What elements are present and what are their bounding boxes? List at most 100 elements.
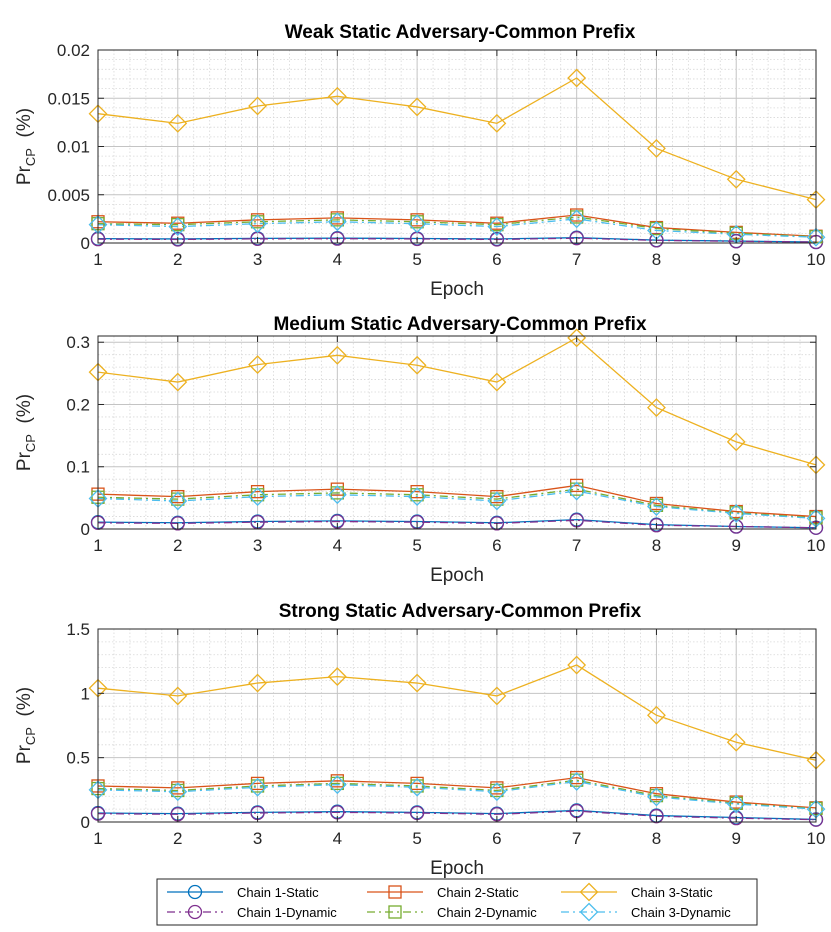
- data-point: [647, 787, 666, 807]
- data-point: [168, 686, 188, 706]
- legend-label: Chain 1-Dynamic: [237, 905, 337, 920]
- x-tick-label: 2: [173, 250, 182, 269]
- series-chain-2-static: [97, 776, 817, 809]
- data-point: [487, 686, 507, 706]
- data-point: [168, 372, 188, 392]
- y-tick-label: 0.1: [66, 458, 90, 477]
- x-tick-label: 8: [652, 250, 661, 269]
- data-point: [729, 506, 743, 520]
- data-point: [726, 432, 746, 452]
- series-chain-2-dynamic: [97, 779, 817, 810]
- x-tick-label: 6: [492, 536, 501, 555]
- data-point: [570, 773, 584, 787]
- chart-panel-3: 1 2 3 4 5 6 7 8 9 10 0 0.5 1 1.5 Strong Static Adversa…: [14, 601, 825, 879]
- series-line: [97, 337, 817, 466]
- data-point: [726, 732, 746, 752]
- data-point: [729, 234, 744, 249]
- series-line: [97, 776, 817, 809]
- series-chain-3-static: [97, 337, 817, 466]
- data-point: [248, 777, 267, 797]
- y-axis-label: PrCP (%): [14, 108, 38, 185]
- y-tick-label: 1.5: [66, 620, 90, 639]
- series-chain-3-dynamic: [97, 780, 817, 810]
- data-point: [806, 227, 826, 247]
- y-tick-label: 0: [81, 813, 90, 832]
- y-tick-label: 0.02: [57, 41, 90, 60]
- data-point: [410, 779, 424, 793]
- data-point: [327, 212, 347, 232]
- x-tick-label: 9: [731, 829, 740, 848]
- series-chain-3-dynamic: [97, 218, 817, 238]
- data-point: [647, 398, 666, 418]
- legend-box: [156, 878, 758, 926]
- data-point: [327, 667, 347, 687]
- data-point: [407, 673, 427, 693]
- data-point: [567, 655, 587, 675]
- data-point: [327, 775, 347, 795]
- data-point: [168, 113, 188, 133]
- legend-marker: [388, 905, 402, 919]
- series-line: [97, 216, 817, 238]
- data-point: [168, 491, 188, 511]
- series-line: [97, 237, 817, 243]
- legend-label: Chain 2-Static: [437, 885, 519, 900]
- legend-marker: [187, 904, 203, 920]
- data-point: [407, 777, 427, 797]
- data-point: [407, 355, 427, 375]
- x-axis-label: Epoch: [430, 565, 484, 586]
- series-line: [97, 780, 817, 810]
- x-tick-label: 9: [731, 536, 740, 555]
- legend-entry-chain-2-static: Chain 2-Static: [367, 885, 519, 900]
- data-point: [647, 139, 666, 158]
- series-line: [97, 218, 817, 238]
- y-tick-label: 0.3: [66, 333, 90, 352]
- data-point: [729, 519, 744, 534]
- x-tick-label: 5: [412, 536, 421, 555]
- x-tick-label: 4: [333, 250, 342, 269]
- x-tick-label: 5: [412, 250, 421, 269]
- x-tick-label: 1: [93, 829, 102, 848]
- legend-label: Chain 1-Static: [237, 885, 319, 900]
- legend-entry-chain-3-static: Chain 3-Static: [561, 882, 713, 902]
- chart-panel-2: 1 2 3 4 5 6 7 8 9 10 0 0.1 0.2 0.3 Medium Static Adver…: [14, 314, 825, 586]
- x-tick-label: 10: [807, 250, 826, 269]
- legend-marker: [388, 885, 402, 899]
- data-point: [649, 788, 664, 803]
- x-tick-label: 1: [93, 536, 102, 555]
- data-point: [171, 783, 185, 798]
- data-point: [327, 345, 347, 365]
- plot-area: [98, 629, 816, 822]
- legend-marker: [579, 882, 599, 902]
- y-tick-label: 0: [81, 520, 90, 539]
- chart-title: Medium Static Adversary-Common Prefix: [273, 314, 646, 335]
- data-point: [487, 217, 507, 237]
- data-point: [567, 328, 587, 348]
- legend-entry-chain-3-dynamic: Chain 3-Dynamic: [561, 902, 731, 922]
- data-point: [170, 516, 185, 531]
- data-point: [248, 96, 267, 116]
- x-tick-label: 2: [173, 536, 182, 555]
- series-chain-1-dynamic: [97, 237, 817, 243]
- plot-area: [98, 336, 816, 529]
- markers-chain-3-dynamic: [88, 772, 826, 819]
- y-tick-label: 0.005: [47, 186, 90, 205]
- y-tick-label: 1: [81, 684, 90, 703]
- x-tick-label: 4: [333, 536, 342, 555]
- x-tick-label: 8: [652, 536, 661, 555]
- y-tick-label: 0.2: [66, 395, 90, 414]
- x-tick-label: 7: [572, 250, 581, 269]
- series-chain-2-dynamic: [97, 488, 817, 519]
- legend-entry-chain-1-static: Chain 1-Static: [167, 884, 319, 900]
- data-point: [327, 485, 347, 505]
- data-point: [567, 68, 587, 88]
- series-chain-2-dynamic: [97, 216, 817, 238]
- data-point: [487, 782, 507, 802]
- data-point: [489, 232, 505, 247]
- legend-entry-chain-2-dynamic: Chain 2-Dynamic: [367, 905, 537, 920]
- data-point: [567, 772, 587, 791]
- axes-box: [97, 628, 817, 823]
- chart-title: Weak Static Adversary-Common Prefix: [285, 22, 636, 43]
- series-line: [97, 214, 817, 237]
- chart-title: Strong Static Adversary-Common Prefix: [279, 601, 642, 622]
- axes-box: [97, 335, 817, 530]
